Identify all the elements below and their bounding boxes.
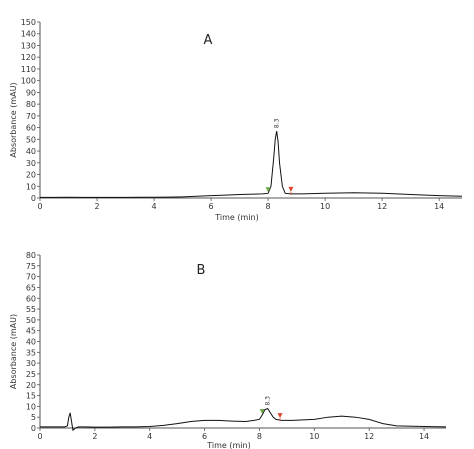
y-tick-label: 65: [26, 283, 36, 292]
y-tick-label: 0: [31, 424, 36, 433]
x-tick-label: 8: [266, 202, 271, 211]
peak-label: 8.3: [274, 118, 281, 128]
y-tick-label: 150: [21, 18, 36, 27]
x-tick-label: 14: [434, 202, 444, 211]
peak-start-marker: [265, 187, 271, 193]
y-tick-label: 20: [26, 381, 36, 390]
x-tick-label: 12: [364, 432, 374, 441]
y-tick-label: 60: [26, 124, 36, 133]
y-tick-label: 50: [26, 135, 36, 144]
x-tick-label: 10: [309, 432, 319, 441]
y-tick-label: 10: [26, 402, 36, 411]
chromatogram-panel-a: 0 10 20 30 40 50 60 70 80 90 100 110 120 130 140 150 0 2 4…: [9, 18, 463, 222]
chromatogram-trace: [40, 131, 463, 198]
x-axis-title: Time (min): [206, 441, 250, 449]
y-tick-label: 55: [26, 305, 36, 314]
y-tick-label: 110: [21, 65, 36, 74]
y-tick-label: 75: [26, 262, 36, 271]
y-tick-label: 40: [26, 147, 36, 156]
y-tick-label: 20: [26, 171, 36, 180]
y-tick-label: 15: [26, 392, 36, 401]
y-axis-title: Absorbance (mAU): [9, 314, 18, 389]
y-tick-label: 130: [21, 41, 36, 50]
y-tick-label: 5: [31, 413, 36, 422]
chromatogram-trace: [40, 407, 447, 432]
x-tick-label: 10: [320, 202, 330, 211]
y-tick-label: 45: [26, 327, 36, 336]
y-axis-title: Absorbance (mAU): [9, 82, 18, 157]
peak-end-marker: [277, 413, 283, 419]
y-tick-label: 80: [26, 251, 36, 260]
x-tick-label: 14: [419, 432, 429, 441]
y-tick-label: 25: [26, 370, 36, 379]
x-axis-title: Time (min): [214, 213, 258, 222]
y-tick-label: 40: [26, 338, 36, 347]
peak-start-marker: [259, 409, 265, 415]
y-tick-label: 30: [26, 359, 36, 368]
x-tick-label: 6: [202, 432, 207, 441]
y-tick-label: 80: [26, 100, 36, 109]
panel-label: A: [204, 33, 213, 48]
y-tick-label: 10: [26, 182, 36, 191]
y-tick-label: 70: [26, 273, 36, 282]
x-tick-label: 4: [152, 202, 157, 211]
y-tick-label: 120: [21, 53, 36, 62]
x-tick-label: 12: [377, 202, 387, 211]
x-tick-label: 2: [92, 432, 97, 441]
x-tick-label: 4: [147, 432, 152, 441]
y-tick-label: 30: [26, 159, 36, 168]
peak-end-marker: [288, 186, 294, 192]
y-tick-label: 140: [21, 30, 36, 39]
panel-label: B: [197, 263, 206, 278]
y-tick-label: 0: [31, 194, 36, 203]
y-tick-label: 100: [21, 77, 36, 86]
y-tick-label: 60: [26, 294, 36, 303]
y-tick-label: 50: [26, 316, 36, 325]
x-tick-label: 2: [94, 202, 99, 211]
peak-label: 8.3: [265, 396, 272, 406]
x-tick-label: 0: [37, 432, 42, 441]
x-tick-label: 8: [257, 432, 262, 441]
y-tick-label: 90: [26, 88, 36, 97]
x-tick-label: 6: [209, 202, 214, 211]
y-tick-label: 70: [26, 112, 36, 121]
x-tick-label: 0: [37, 202, 42, 211]
y-tick-label: 35: [26, 348, 36, 357]
